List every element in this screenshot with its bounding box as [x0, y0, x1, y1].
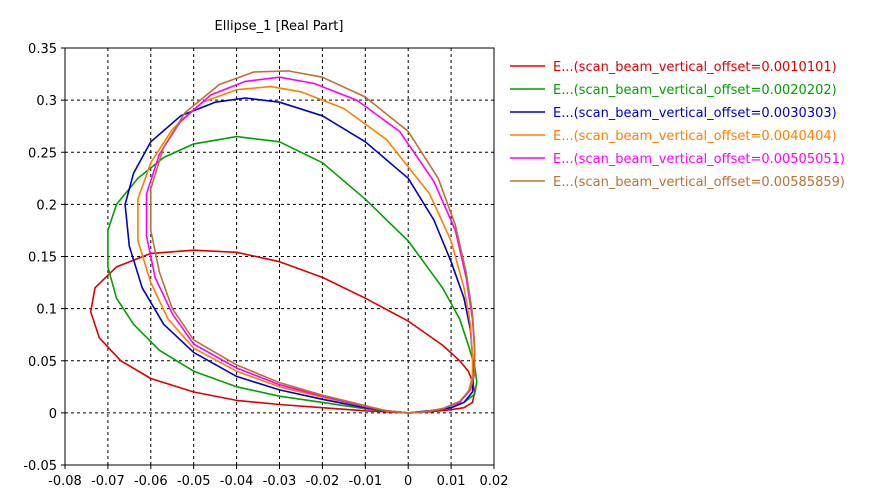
legend-label-6: E...(scan_beam_vertical_offset=0.0058585…	[553, 175, 845, 190]
legend-label-3: E...(scan_beam_vertical_offset=0.0030303…	[553, 106, 837, 121]
y-tick-label: 0.1	[36, 303, 57, 318]
y-tick-label: 0.2	[36, 198, 57, 213]
x-tick-label: 0.01	[437, 474, 466, 489]
legend-label-5: E...(scan_beam_vertical_offset=0.0050505…	[553, 152, 845, 167]
x-tick-label: -0.08	[48, 474, 82, 489]
x-tick-label: -0.01	[348, 474, 382, 489]
y-tick-label: 0.05	[28, 355, 57, 370]
series-line-3	[124, 97, 475, 414]
y-tick-label: 0.25	[28, 146, 57, 161]
legend-label-1: E...(scan_beam_vertical_offset=0.0010101…	[553, 60, 837, 75]
y-tick-label: 0.35	[28, 42, 57, 57]
x-tick-label: -0.06	[134, 474, 168, 489]
y-tick-label: 0	[49, 407, 57, 422]
series-line-5	[145, 76, 476, 414]
x-tick-label: 0	[404, 474, 412, 489]
x-tick-label: -0.05	[177, 474, 211, 489]
chart-title: Ellipse_1 [Real Part]	[215, 19, 344, 34]
series-layer	[89, 70, 478, 414]
legend-label-2: E...(scan_beam_vertical_offset=0.0020202…	[553, 83, 837, 98]
grid	[65, 48, 494, 465]
x-tick-label: -0.07	[91, 474, 125, 489]
series-line-2	[107, 135, 478, 414]
legend: E...(scan_beam_vertical_offset=0.0010101…	[510, 60, 845, 190]
legend-label-4: E...(scan_beam_vertical_offset=0.0040404…	[553, 129, 837, 144]
series-line-6	[150, 70, 476, 414]
y-tick-label: -0.05	[23, 459, 57, 474]
series-line-4	[137, 85, 474, 414]
x-tick-label: -0.03	[263, 474, 297, 489]
y-tick-label: 0.15	[28, 251, 57, 266]
y-axis-ticks: -0.05 0 0.05 0.1 0.15 0.2 0.25 0.3 0.35	[23, 42, 65, 474]
x-axis-ticks: -0.08 -0.07 -0.06 -0.05 -0.04 -0.03 -0.02 -0.01…	[48, 465, 508, 489]
x-tick-label: -0.02	[306, 474, 340, 489]
y-tick-label: 0.3	[36, 94, 57, 109]
x-tick-label: -0.04	[220, 474, 254, 489]
x-tick-label: 0.02	[480, 474, 509, 489]
